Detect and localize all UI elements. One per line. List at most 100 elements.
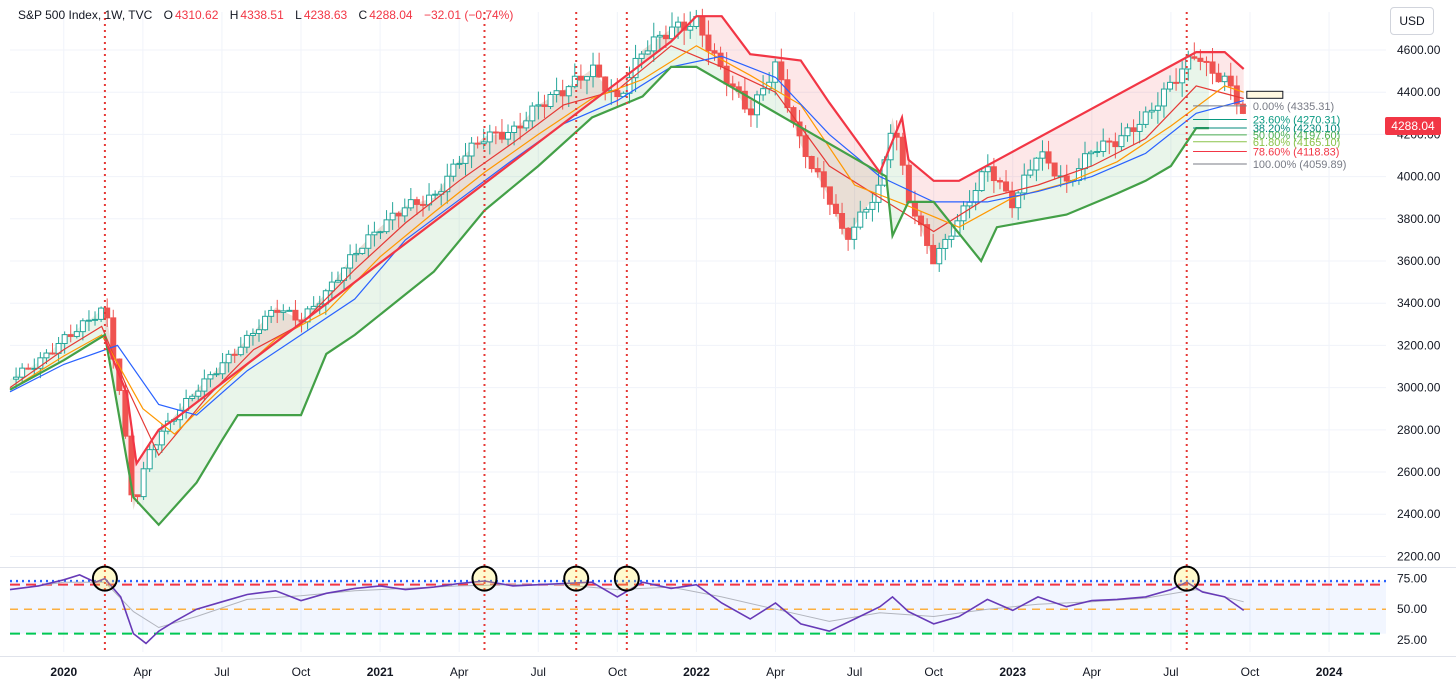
signal-circle [91, 565, 118, 592]
high-value: 4338.51 [240, 8, 284, 22]
candle-body [930, 244, 937, 265]
candle-body [377, 231, 384, 234]
candle-body [565, 86, 572, 97]
time-axis-label: Apr [450, 665, 469, 679]
time-axis-label: Apr [1082, 665, 1101, 679]
rsi-pane [9, 574, 1386, 645]
candle-body [1160, 88, 1167, 107]
candle-body [444, 175, 451, 193]
candle-body [1203, 60, 1210, 63]
currency-button[interactable]: USD [1390, 7, 1434, 35]
candle-body [662, 34, 669, 40]
candle-body [1209, 61, 1216, 74]
candle-body [966, 201, 973, 207]
time-axis-label: Oct [608, 665, 627, 679]
candle-body [492, 131, 499, 134]
candle-body [802, 135, 809, 157]
candle-body [1148, 109, 1155, 113]
price-axis-label: 2800.00 [1397, 423, 1441, 437]
candle-body [784, 79, 791, 109]
rsi-axis-label: 25.00 [1397, 633, 1427, 647]
candle-body [310, 305, 317, 310]
fib-level-label: 38.20% (4230.10) [1253, 123, 1340, 135]
candle-body [158, 430, 165, 446]
candle-body [1191, 56, 1198, 59]
candle-body [25, 367, 32, 370]
low-value: 4238.63 [303, 8, 348, 22]
candle-body [614, 90, 621, 98]
time-axis-label: 2022 [683, 665, 710, 679]
candle-body [541, 104, 548, 107]
candle-body [1227, 75, 1234, 87]
candle-body [675, 21, 682, 28]
candle-body [383, 219, 390, 233]
rsi-axis-label: 75.00 [1397, 572, 1427, 586]
candle-body [456, 162, 463, 165]
high-label: H [229, 8, 239, 22]
symbol-legend: S&P 500 Index, 1W, TVC O 4310.62 H 4338.51… [18, 8, 521, 22]
candle-body [705, 34, 712, 52]
candle-body [650, 36, 657, 52]
candle-body [395, 212, 402, 217]
candle-body [839, 213, 846, 229]
candle-body [1167, 81, 1174, 90]
candle-body [857, 211, 864, 228]
rsi-axis-label: 50.00 [1397, 602, 1427, 616]
price-axis-label: 3000.00 [1397, 381, 1441, 395]
candle-body [942, 238, 949, 249]
candle-body [1197, 57, 1204, 62]
candle-body [899, 136, 906, 166]
candle-body [535, 104, 542, 107]
candle-body [128, 435, 135, 496]
candle-body [401, 207, 408, 217]
close-value: 4288.04 [369, 8, 413, 22]
time-axis-label: Oct [1241, 665, 1260, 679]
candle-body [602, 76, 609, 92]
candle-body [559, 90, 566, 97]
fib-level-label: 61.80% (4165.10) [1253, 137, 1340, 149]
time-axis-label: 2021 [367, 665, 394, 679]
candle-body [256, 329, 263, 334]
candle-body [553, 90, 560, 96]
signal-circle [613, 565, 640, 592]
gridlines [10, 12, 1386, 652]
candle-body [851, 226, 858, 240]
time-axis-label: Jul [531, 665, 546, 679]
low-label: L [295, 8, 302, 22]
candle-body [407, 199, 414, 209]
candle-body [1215, 72, 1222, 83]
candle-body [480, 141, 487, 145]
candle-body [978, 171, 985, 192]
candle-body [140, 468, 147, 498]
fib-handle [1246, 90, 1284, 99]
candle-body [43, 352, 50, 359]
fib-level-label: 23.60% (4270.31) [1253, 115, 1340, 127]
candle-body [1015, 192, 1022, 209]
candle-body [590, 64, 597, 78]
candle-body [656, 34, 663, 38]
candle-body [1173, 81, 1180, 84]
candle-body [869, 201, 876, 210]
candle-body [280, 310, 287, 313]
price-axis-label: 4600.00 [1397, 43, 1441, 57]
candle-body [687, 25, 694, 31]
candle-body [529, 105, 536, 122]
candle-body [37, 357, 44, 369]
candle-body [596, 64, 603, 78]
fib-level-label: 78.60% (4118.83) [1253, 147, 1340, 159]
candle-body [1136, 123, 1143, 132]
candle-body [225, 353, 232, 364]
candle-body [85, 319, 92, 322]
candle-body [61, 334, 68, 345]
candle-body [832, 203, 839, 215]
candle-body [371, 231, 378, 236]
candle-body [134, 494, 141, 498]
time-axis-label: 2023 [999, 665, 1026, 679]
price-axis-label: 4400.00 [1397, 85, 1441, 99]
price-axis-label: 4000.00 [1397, 170, 1441, 184]
candle-body [1003, 181, 1010, 192]
candle-body [936, 247, 943, 265]
candle-body [523, 120, 530, 129]
candle-body [213, 373, 220, 376]
